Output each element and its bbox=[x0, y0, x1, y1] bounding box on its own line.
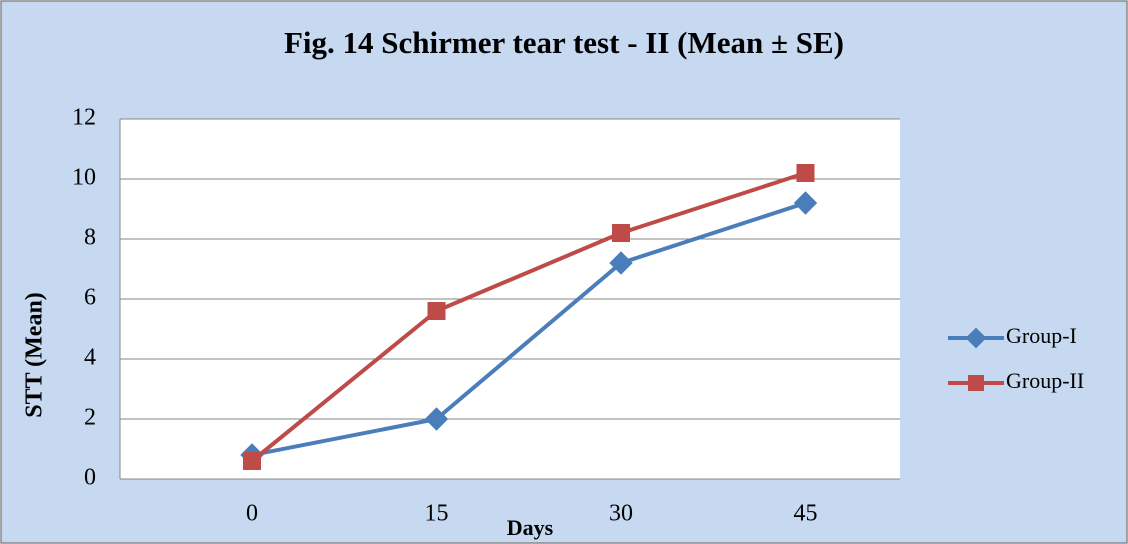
x-axis-label: Days bbox=[507, 515, 554, 540]
y-tick-label: 0 bbox=[84, 465, 96, 491]
x-tick-label: 0 bbox=[246, 501, 258, 527]
y-tick-label: 4 bbox=[84, 345, 96, 371]
y-tick-label: 6 bbox=[84, 285, 96, 311]
legend-label: Group-I bbox=[1006, 323, 1077, 348]
data-point bbox=[609, 251, 633, 275]
data-point bbox=[243, 452, 261, 470]
x-tick-label: 30 bbox=[609, 501, 633, 527]
legend-marker bbox=[968, 375, 984, 391]
series-line bbox=[251, 201, 807, 457]
data-point bbox=[796, 164, 815, 182]
y-tick-label: 2 bbox=[84, 405, 96, 431]
data-point bbox=[424, 407, 449, 431]
data-point bbox=[793, 191, 818, 215]
x-tick-label: 15 bbox=[425, 501, 449, 527]
y-axis-label: STT (Mean) bbox=[22, 292, 48, 418]
y-tick-label: 12 bbox=[72, 105, 96, 131]
data-point bbox=[612, 224, 630, 242]
y-tick-label: 10 bbox=[72, 165, 96, 191]
legend-label: Group-II bbox=[1006, 368, 1084, 393]
y-tick-label: 8 bbox=[84, 225, 96, 251]
chart-title: Fig. 14 Schirmer tear test - II (Mean ± … bbox=[284, 25, 844, 60]
series-line bbox=[250, 171, 807, 463]
legend-marker bbox=[965, 327, 987, 349]
data-point bbox=[427, 302, 446, 320]
x-tick-label: 45 bbox=[794, 501, 818, 527]
